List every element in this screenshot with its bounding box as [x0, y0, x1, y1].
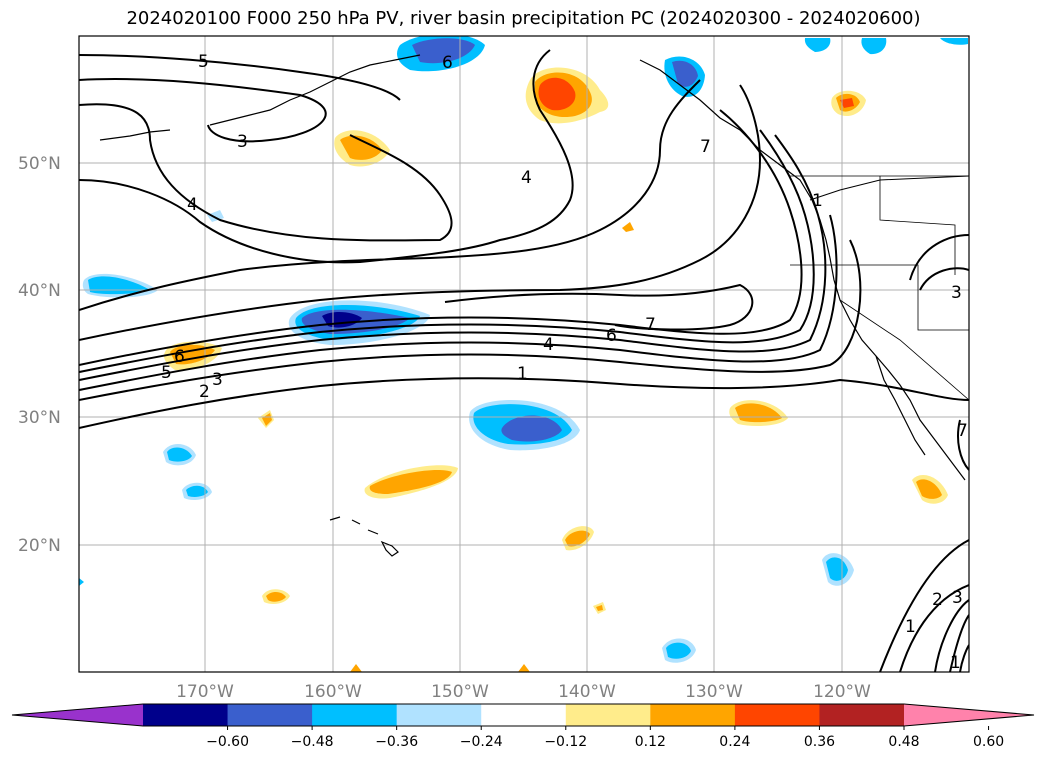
colorbar-swatch — [734, 704, 820, 726]
lon-label: 160°W — [304, 682, 362, 702]
pv-contours — [79, 49, 969, 672]
contour-label: 7 — [645, 315, 656, 335]
contour-label: 7 — [957, 421, 968, 441]
contour-label: 4 — [521, 168, 532, 188]
colorbar-tick-label: −0.48 — [291, 734, 334, 750]
lat-label: 40°N — [18, 281, 61, 301]
colorbar-tick-label: −0.60 — [206, 734, 249, 750]
map-plot-area: 5 6 3 4 4 7 6 7 1 6 5 3 2 4 1 3 1 2 3 1 … — [79, 36, 969, 673]
colorbar-swatch — [650, 704, 736, 726]
map-title: 2024020100 F000 250 hPa PV, river basin … — [126, 8, 921, 29]
colorbar-swatch — [396, 704, 482, 726]
contour-label: 1 — [517, 364, 528, 384]
colorbar-max-extension — [904, 704, 1034, 726]
colorbar-min-extension — [12, 704, 143, 726]
contour-label: 5 — [198, 52, 209, 72]
contour-label: 4 — [543, 335, 554, 355]
colorbar-swatch — [481, 704, 567, 726]
colorbar-tick-label: 0.48 — [888, 734, 919, 750]
colorbar-outline — [11, 703, 1035, 727]
lat-label: 50°N — [18, 154, 61, 174]
colorbar-tick-label: 0.60 — [973, 734, 1004, 750]
colorbar-tick-label: 0.36 — [804, 734, 835, 750]
colorbar-swatch — [312, 704, 398, 726]
colorbar-swatch — [227, 704, 313, 726]
longitude-labels: 170°W 160°W 150°W 140°W 130°W 120°W — [176, 682, 871, 702]
lat-label: 20°N — [18, 536, 61, 556]
lat-label: 30°N — [18, 408, 61, 428]
lon-label: 170°W — [176, 682, 234, 702]
lon-label: 140°W — [558, 682, 616, 702]
contour-label: 3 — [212, 370, 223, 390]
colorbar-swatch — [565, 704, 651, 726]
lon-label: 150°W — [431, 682, 489, 702]
colorbar-tick-label: −0.24 — [460, 734, 503, 750]
colorbar-swatch — [143, 704, 229, 726]
colorbar-tick-label: 0.24 — [719, 734, 750, 750]
contour-label: 1 — [812, 191, 823, 211]
colorbar: −0.60 −0.48 −0.36 −0.24 −0.12 0.12 0.24 0.36 0.4… — [11, 703, 1035, 750]
contour-label: 3 — [237, 132, 248, 152]
colorbar-tick-label: −0.12 — [544, 734, 587, 750]
contour-label: 7 — [700, 137, 711, 157]
lon-label: 130°W — [685, 682, 743, 702]
contour-label: 3 — [952, 588, 963, 608]
contour-label: 6 — [442, 53, 453, 73]
latitude-labels: 50°N 40°N 30°N 20°N — [18, 154, 61, 556]
lon-label: 120°W — [813, 682, 871, 702]
contour-label: 3 — [951, 283, 962, 303]
contour-label: 2 — [932, 590, 943, 610]
precipitation-shading — [79, 36, 968, 672]
contour-label: 4 — [187, 195, 198, 215]
map-frame — [78, 35, 970, 673]
map-gridlines — [79, 36, 969, 672]
colorbar-swatch — [819, 704, 905, 726]
contour-label: 1 — [905, 617, 916, 637]
contour-label: 2 — [199, 382, 210, 402]
contour-label: 5 — [161, 363, 172, 383]
contour-label: 6 — [606, 326, 617, 346]
colorbar-tick-label: −0.36 — [375, 734, 418, 750]
contour-label: 6 — [174, 347, 185, 367]
pv-contour-labels: 5 6 3 4 4 7 6 7 1 6 5 3 2 4 1 3 1 2 3 1 … — [161, 52, 968, 673]
contour-label: 1 — [950, 653, 961, 673]
colorbar-tick-label: 0.12 — [635, 734, 666, 750]
